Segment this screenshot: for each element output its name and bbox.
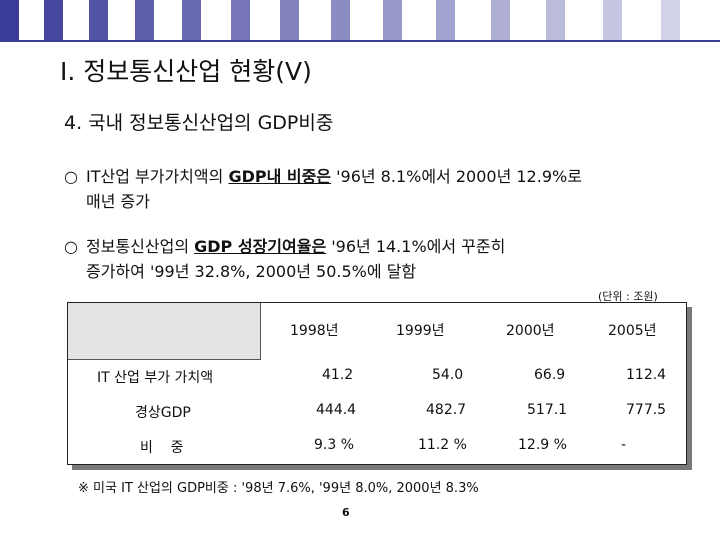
header-stripe bbox=[153, 0, 183, 40]
header-stripe bbox=[383, 0, 403, 40]
header-stripe bbox=[182, 0, 202, 40]
header-stripe bbox=[622, 0, 661, 40]
header-stripe bbox=[402, 0, 437, 40]
bullet-text-continuation: 증가하여 '99년 32.8%, 2000년 50.5%에 달함 bbox=[86, 262, 417, 281]
table-row-label: IT 산업 부가 가치액 bbox=[97, 370, 214, 386]
slide-title: Ⅰ. 정보통신산업 현황(Ⅴ) bbox=[60, 57, 312, 86]
table-cell: 777.5 bbox=[626, 402, 667, 418]
bullet-text-pre: IT산업 부가가치액의 bbox=[86, 167, 229, 186]
bullet-growth-contribution: ○ 정보통신산업의 GDP 성장기여율은 '96년 14.1%에서 꾸준히 증가하… bbox=[64, 234, 714, 284]
header-stripe bbox=[490, 0, 510, 40]
table-column-header: 2005년 bbox=[608, 323, 657, 339]
table-cell: 54.0 bbox=[432, 367, 464, 383]
table-column-header: 1998년 bbox=[290, 323, 339, 339]
footnote: ※ 미국 IT 산업의 GDP비중 : '98년 7.6%, '99년 8.0%… bbox=[78, 481, 479, 496]
bullet-circle-icon: ○ bbox=[64, 167, 78, 186]
header-stripe bbox=[436, 0, 456, 40]
table-column-header: 1999년 bbox=[396, 323, 445, 339]
table-column-header: 2000년 bbox=[506, 323, 555, 339]
bullet-text-post: '96년 8.1%에서 2000년 12.9%로 bbox=[331, 167, 582, 186]
table-cell: 12.9 % bbox=[518, 437, 567, 453]
bullet-circle-icon: ○ bbox=[64, 237, 78, 256]
header-stripe bbox=[88, 0, 108, 40]
header-stripe bbox=[546, 0, 566, 40]
header-stripe bbox=[134, 0, 154, 40]
table-cell: 517.1 bbox=[527, 402, 568, 418]
header-stripe bbox=[107, 0, 135, 40]
header-stripe bbox=[350, 0, 383, 40]
header-stripe bbox=[0, 0, 20, 40]
slide-subtitle: 4. 국내 정보통신산업의 GDP비중 bbox=[64, 112, 334, 134]
header-stripe bbox=[249, 0, 281, 40]
unit-note: (단위 : 조원) bbox=[598, 290, 658, 303]
header-stripe bbox=[455, 0, 491, 40]
header-stripe bbox=[230, 0, 250, 40]
table-row-label: 경상GDP bbox=[135, 405, 191, 421]
table-cell: 444.4 bbox=[316, 402, 357, 418]
header-stripe-band bbox=[0, 0, 720, 40]
header-stripe bbox=[660, 0, 681, 40]
table-row-label: 비 중 bbox=[140, 440, 184, 456]
table-cell: 482.7 bbox=[426, 402, 467, 418]
header-stripe bbox=[19, 0, 44, 40]
table-cell: 41.2 bbox=[322, 367, 354, 383]
header-stripe bbox=[509, 0, 547, 40]
table-cell: 9.3 % bbox=[314, 437, 355, 453]
header-stripe bbox=[62, 0, 89, 40]
bullet-text-post: '96년 14.1%에서 꾸준히 bbox=[326, 237, 506, 256]
header-stripe bbox=[602, 0, 623, 40]
header-stripe bbox=[280, 0, 300, 40]
bullet-text-continuation: 매년 증가 bbox=[86, 192, 150, 211]
header-stripe bbox=[201, 0, 231, 40]
table-cell: 11.2 % bbox=[418, 437, 467, 453]
page-number: 6 bbox=[342, 506, 350, 519]
header-stripe bbox=[565, 0, 603, 40]
bullet-text-emphasis: GDP내 비중은 bbox=[228, 167, 332, 186]
bullet-text-emphasis: GDP 성장기여율은 bbox=[194, 237, 327, 256]
header-stripe bbox=[680, 0, 720, 40]
table-cell: 66.9 bbox=[534, 367, 566, 383]
header-stripe bbox=[330, 0, 351, 40]
table-cell: - bbox=[621, 437, 627, 453]
bullet-gdp-share: ○ IT산업 부가가치액의 GDP내 비중은 '96년 8.1%에서 2000년 … bbox=[64, 164, 714, 214]
header-rule bbox=[0, 40, 720, 42]
header-stripe bbox=[299, 0, 331, 40]
bullet-text-pre: 정보통신산업의 bbox=[86, 237, 195, 256]
table-header-corner bbox=[68, 303, 261, 360]
table-cell: 112.4 bbox=[626, 367, 667, 383]
gdp-share-table: 1998년 1999년 2000년 2005년 IT 산업 부가 가치액 41.… bbox=[67, 302, 687, 465]
header-stripe bbox=[43, 0, 63, 40]
